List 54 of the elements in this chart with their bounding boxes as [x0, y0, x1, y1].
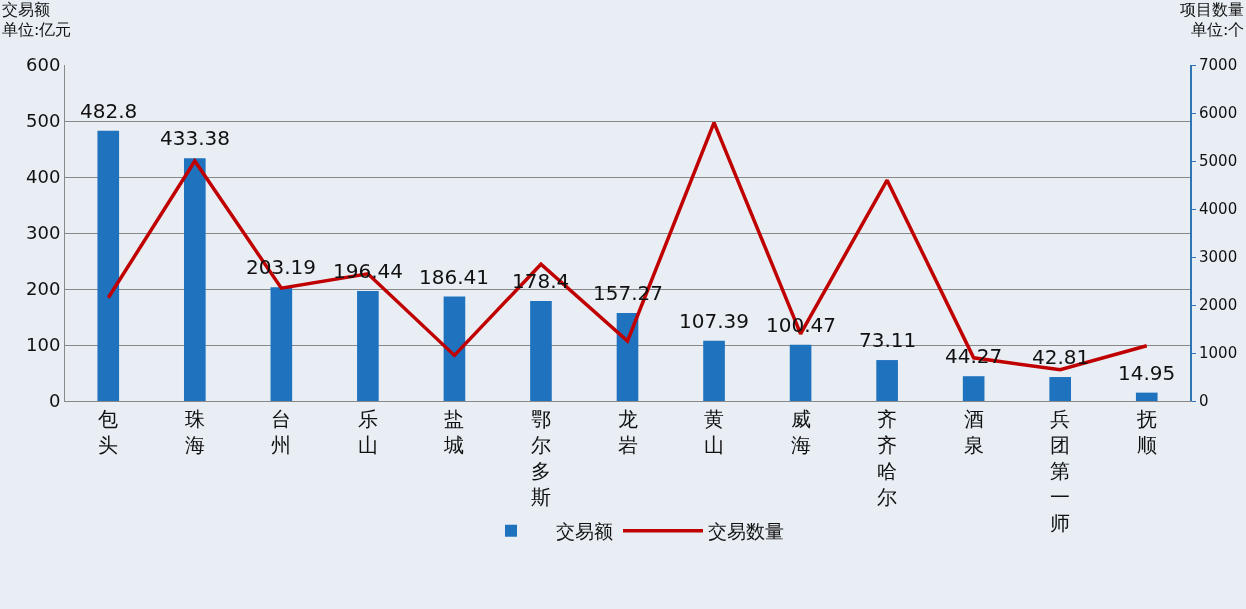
- bar: [876, 360, 898, 401]
- bar: [530, 301, 552, 401]
- x-tick-label: 龙岩: [617, 407, 638, 457]
- x-tick-label: 黄山: [704, 407, 725, 457]
- x-tick-label: 鄂尔多斯: [530, 407, 551, 509]
- legend-label: 交易额: [556, 520, 613, 543]
- y2-tick-label: 0: [1199, 392, 1209, 411]
- bar: [1049, 377, 1072, 401]
- data-label: 73.11: [859, 328, 917, 352]
- text: 单位:个: [1191, 20, 1245, 39]
- bar: [443, 296, 466, 401]
- data-label: 42.81: [1032, 345, 1090, 369]
- y2-tick-label: 6000: [1199, 104, 1238, 123]
- bar: [183, 158, 206, 401]
- y2-tick-label: 3000: [1199, 248, 1238, 267]
- x-tick-label: 兵团第一师: [1050, 407, 1071, 535]
- bar: [789, 344, 812, 401]
- bar: [703, 340, 725, 401]
- x-tick-label: 珠海: [184, 407, 205, 457]
- data-label: 433.38: [160, 126, 230, 150]
- y-tick-label: 300: [26, 222, 61, 244]
- bar: [962, 376, 985, 401]
- x-tick-label: 酒泉: [963, 407, 984, 457]
- data-label: 196.44: [333, 259, 403, 283]
- y2-tick-label: 4000: [1199, 200, 1238, 219]
- bar: [97, 130, 120, 401]
- y-tick-label: 200: [26, 278, 61, 300]
- x-tick-label: 抚顺: [1135, 407, 1157, 457]
- x-tick-label: 威海: [790, 407, 811, 457]
- data-label: 107.39: [679, 309, 749, 333]
- data-label: 186.41: [419, 265, 489, 289]
- y-tick-label: 400: [26, 166, 61, 188]
- y-tick-label: 0: [48, 390, 61, 412]
- data-label: 14.95: [1118, 361, 1176, 385]
- x-tick-label: 包头: [98, 407, 119, 457]
- y-tick-label: 600: [26, 54, 61, 76]
- y-axis-title: 交易额: [2, 0, 50, 19]
- y-tick-label: 100: [26, 334, 61, 356]
- y2-tick-label: 2000: [1199, 296, 1238, 315]
- bar: [357, 290, 379, 401]
- text: 单位:亿元: [2, 20, 72, 39]
- y2-axis-title: 项目数量: [1180, 0, 1244, 19]
- y2-tick-label: 7000: [1199, 56, 1238, 75]
- y-tick-label: 500: [26, 110, 61, 132]
- legend-label: 交易数量: [708, 520, 784, 543]
- bar: [1135, 392, 1158, 401]
- y2-tick-label: 5000: [1199, 152, 1238, 171]
- x-tick-label: 齐齐哈尔: [877, 407, 898, 509]
- data-label: 482.8: [80, 99, 138, 123]
- x-tick-label: 台州: [271, 407, 292, 457]
- bar: [270, 287, 293, 401]
- x-tick-label: 乐山: [357, 407, 378, 457]
- y2-tick-label: 1000: [1199, 344, 1238, 363]
- x-tick-label: 盐城: [443, 407, 465, 457]
